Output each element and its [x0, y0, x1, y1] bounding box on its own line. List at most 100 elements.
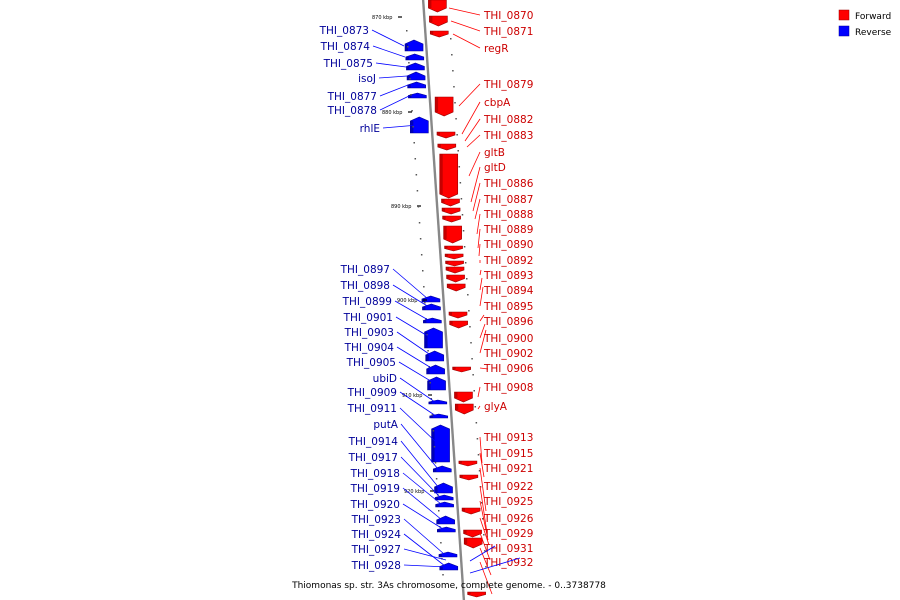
- reverse-gene-label[interactable]: THI_0917: [348, 452, 441, 498]
- reverse-gene-label[interactable]: THI_0909: [347, 387, 437, 417]
- reverse-gene-label[interactable]: THI_0911: [347, 403, 438, 444]
- forward-gene-label[interactable]: THI_0900: [479, 323, 533, 345]
- reverse-gene-block[interactable]: [434, 482, 453, 494]
- forward-gene-block[interactable]: [459, 474, 479, 481]
- forward-gene-label[interactable]: THI_0883: [466, 130, 533, 148]
- forward-gene-block[interactable]: [449, 320, 468, 329]
- forward-gene-block[interactable]: [441, 198, 460, 207]
- forward-gene-label[interactable]: THI_0922: [479, 481, 533, 534]
- reverse-gene-block[interactable]: [438, 551, 458, 558]
- reverse-gene-block[interactable]: [406, 71, 426, 81]
- forward-gene-label[interactable]: THI_0925: [479, 496, 533, 541]
- forward-gene-label[interactable]: THI_0888: [476, 209, 533, 235]
- reverse-gene-block[interactable]: [432, 465, 452, 473]
- forward-gene-label[interactable]: THI_0896: [479, 314, 534, 328]
- forward-gene-label[interactable]: THI_0902: [479, 329, 533, 360]
- reverse-gene-label[interactable]: THI_0903: [344, 327, 433, 357]
- forward-gene-label[interactable]: THI_0931: [479, 543, 533, 576]
- reverse-gene-label[interactable]: THI_0901: [343, 312, 432, 339]
- forward-gene-block[interactable]: [437, 143, 457, 151]
- reverse-gene-block[interactable]: [405, 53, 425, 61]
- forward-gene-block[interactable]: [436, 131, 456, 139]
- forward-gene-label[interactable]: THI_0890: [478, 239, 533, 257]
- forward-gene-label[interactable]: THI_0882: [464, 114, 533, 142]
- forward-gene-label[interactable]: gltD: [470, 162, 506, 203]
- reverse-gene-label[interactable]: THI_0924: [351, 529, 446, 567]
- forward-gene-label[interactable]: THI_0887: [474, 194, 533, 220]
- forward-gene-label[interactable]: cbpA: [461, 97, 511, 135]
- forward-gene-block[interactable]: [463, 537, 483, 549]
- reverse-gene-block[interactable]: [428, 399, 448, 405]
- reverse-gene-label[interactable]: THI_0897: [340, 264, 429, 300]
- forward-gene-block[interactable]: [434, 96, 454, 117]
- forward-gene-block[interactable]: [452, 366, 471, 373]
- reverse-gene-block[interactable]: [431, 424, 450, 463]
- forward-gene-block[interactable]: [444, 245, 463, 252]
- forward-gene-label[interactable]: THI_0886: [472, 178, 534, 212]
- forward-gene-label[interactable]: glyA: [477, 401, 508, 413]
- reverse-gene-block[interactable]: [435, 501, 454, 508]
- reverse-gene-block[interactable]: [439, 562, 459, 571]
- reverse-gene-block[interactable]: [410, 116, 429, 134]
- reverse-gene-label[interactable]: rhlE: [360, 123, 419, 135]
- reverse-gene-label[interactable]: THI_0874: [320, 41, 406, 58]
- reverse-gene-block[interactable]: [434, 494, 454, 501]
- reverse-gene-label[interactable]: THI_0877: [327, 84, 409, 103]
- forward-gene-block[interactable]: [454, 391, 473, 403]
- reverse-gene-label[interactable]: THI_0920: [350, 499, 444, 530]
- forward-gene-label[interactable]: THI_0926: [479, 513, 534, 546]
- forward-gene-block[interactable]: [446, 274, 465, 283]
- forward-gene-label[interactable]: THI_0871: [450, 20, 533, 38]
- reverse-gene-label[interactable]: THI_0919: [350, 483, 443, 521]
- forward-gene-block[interactable]: [448, 311, 468, 319]
- reverse-gene-label[interactable]: THI_0899: [342, 296, 431, 322]
- forward-gene-block[interactable]: [443, 225, 462, 244]
- forward-gene-label[interactable]: THI_0892: [479, 255, 533, 267]
- forward-gene-block[interactable]: [442, 215, 461, 223]
- reverse-gene-block[interactable]: [423, 317, 442, 324]
- forward-gene-label[interactable]: THI_0921: [479, 463, 533, 512]
- forward-gene-block[interactable]: [463, 529, 482, 538]
- reverse-gene-block[interactable]: [436, 526, 456, 533]
- reverse-gene-block[interactable]: [436, 515, 455, 525]
- reverse-gene-label[interactable]: THI_0905: [346, 357, 435, 384]
- reverse-gene-block[interactable]: [426, 364, 445, 375]
- forward-gene-label[interactable]: THI_0915: [479, 448, 533, 478]
- forward-gene-block[interactable]: [428, 0, 447, 13]
- forward-gene-label[interactable]: THI_0889: [477, 224, 533, 249]
- reverse-gene-label[interactable]: THI_0918: [350, 468, 442, 505]
- forward-gene-label[interactable]: THI_0932: [479, 557, 533, 595]
- forward-gene-label[interactable]: THI_0893: [479, 269, 533, 282]
- forward-gene-block[interactable]: [429, 15, 448, 27]
- reverse-gene-label[interactable]: THI_0898: [340, 280, 430, 308]
- reverse-gene-label[interactable]: THI_0878: [327, 95, 410, 117]
- forward-gene-label[interactable]: THI_0870: [448, 7, 533, 22]
- reverse-gene-block[interactable]: [407, 81, 426, 89]
- reverse-gene-label[interactable]: THI_0923: [351, 514, 445, 555]
- forward-gene-label[interactable]: THI_0879: [458, 79, 533, 107]
- forward-gene-block[interactable]: [445, 266, 465, 274]
- reverse-gene-label[interactable]: isoJ: [358, 73, 408, 85]
- forward-gene-block[interactable]: [446, 283, 466, 292]
- forward-gene-label[interactable]: THI_0929: [479, 528, 533, 561]
- forward-gene-block[interactable]: [444, 253, 464, 260]
- reverse-gene-label[interactable]: THI_0914: [348, 436, 440, 489]
- forward-gene-label[interactable]: regR: [452, 33, 509, 55]
- forward-gene-block[interactable]: [445, 260, 464, 267]
- reverse-gene-label[interactable]: THI_0928: [351, 560, 448, 572]
- reverse-gene-label[interactable]: THI_0875: [323, 58, 407, 70]
- forward-gene-label[interactable]: THI_0906: [479, 363, 534, 375]
- forward-gene-label[interactable]: THI_0908: [477, 382, 533, 398]
- reverse-gene-block[interactable]: [425, 350, 445, 362]
- reverse-gene-block[interactable]: [406, 62, 425, 71]
- reverse-gene-block[interactable]: [424, 327, 443, 349]
- reverse-gene-label[interactable]: ubiD: [373, 373, 436, 403]
- forward-gene-label[interactable]: THI_0913: [479, 432, 533, 464]
- forward-gene-block[interactable]: [467, 591, 486, 598]
- forward-gene-label[interactable]: gltB: [468, 147, 505, 177]
- reverse-gene-label[interactable]: putA: [373, 419, 439, 470]
- reverse-gene-label[interactable]: THI_0927: [351, 544, 447, 561]
- reverse-gene-label[interactable]: THI_0904: [344, 342, 434, 370]
- reverse-gene-label[interactable]: THI_0873: [319, 25, 405, 47]
- forward-gene-block[interactable]: [458, 460, 478, 467]
